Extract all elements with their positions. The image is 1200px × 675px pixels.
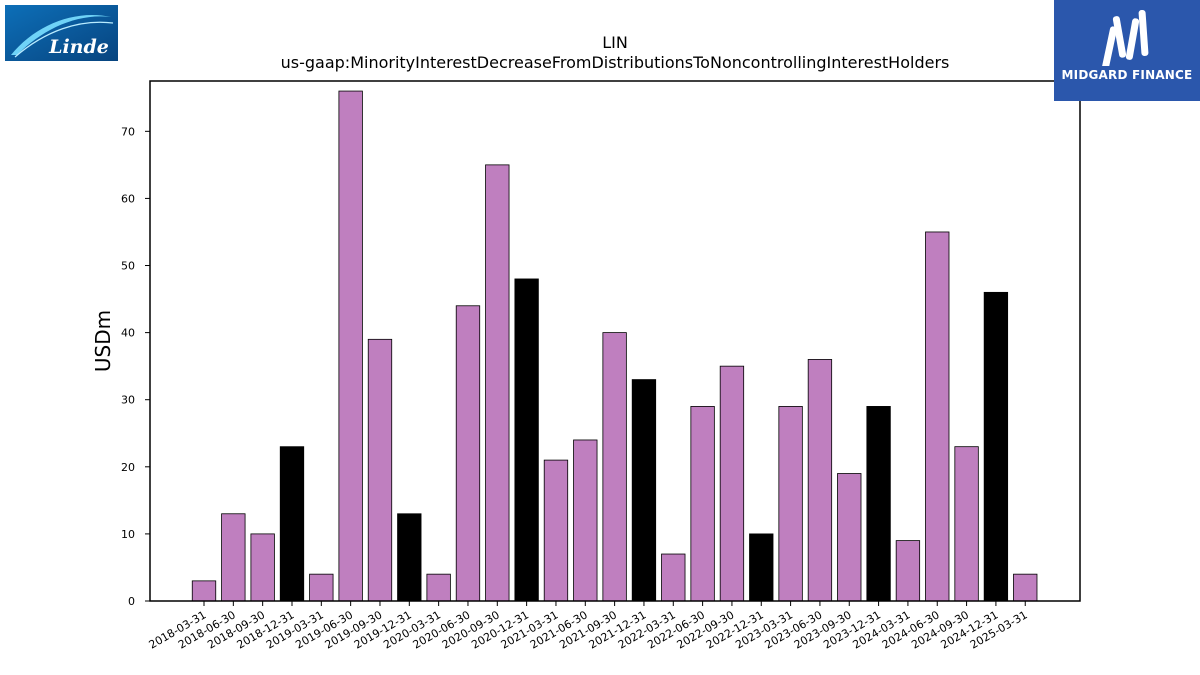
bar-2020-03-31 xyxy=(426,573,451,602)
y-tick-label: 10 xyxy=(121,528,135,541)
bar-2018-06-30 xyxy=(221,513,246,602)
bar-2018-03-31 xyxy=(191,580,217,602)
chart-title: LIN xyxy=(602,33,628,52)
bar-2018-12-31 xyxy=(279,446,305,602)
bar-2024-12-31 xyxy=(983,291,1009,602)
y-tick-label: 20 xyxy=(121,461,135,474)
midgard-logo-mark xyxy=(1102,9,1149,66)
y-tick-label: 50 xyxy=(121,260,135,273)
bar-2023-03-31 xyxy=(778,406,803,602)
plot-frame xyxy=(149,80,1081,602)
bar-2020-09-30 xyxy=(485,164,510,602)
y-axis-label: USDm xyxy=(91,310,115,372)
y-tick-label: 60 xyxy=(121,192,135,205)
x-axis-ticks: 2018-03-312018-06-302018-09-302018-12-31… xyxy=(147,601,1030,652)
bar-2020-06-30 xyxy=(455,305,481,602)
bars-group xyxy=(191,90,1038,602)
bar-2019-03-31 xyxy=(309,573,334,602)
bar-2023-06-30 xyxy=(807,359,833,602)
bar-2021-09-30 xyxy=(602,332,627,602)
bar-2024-06-30 xyxy=(925,231,950,602)
bar-2019-12-31 xyxy=(397,513,422,602)
bar-2022-12-31 xyxy=(749,533,774,602)
bar-2018-09-30 xyxy=(250,533,275,602)
bar-2019-09-30 xyxy=(367,338,393,602)
chart-subtitle: us-gaap:MinorityInterestDecreaseFromDist… xyxy=(281,53,950,72)
bar-2024-03-31 xyxy=(895,540,921,602)
midgard-finance-logo: MIDGARD FINANCE xyxy=(1054,0,1200,101)
bar-2023-12-31 xyxy=(866,406,891,602)
bar-2021-06-30 xyxy=(573,439,598,602)
linde-logo: Linde xyxy=(5,5,118,61)
bar-2022-03-31 xyxy=(661,553,686,602)
bar-2021-12-31 xyxy=(631,379,657,602)
bar-2019-06-30 xyxy=(338,90,363,602)
bar-2022-09-30 xyxy=(719,365,745,602)
y-axis-ticks: 0 10 20 30 40 50 60 70 xyxy=(121,125,150,608)
y-tick-label: 70 xyxy=(121,125,135,138)
bar-2025-03-31 xyxy=(1013,573,1038,602)
bar-2020-12-31 xyxy=(514,278,539,602)
linde-wordmark: Linde xyxy=(48,36,109,58)
y-tick-label: 0 xyxy=(128,595,135,608)
y-tick-label: 40 xyxy=(121,327,135,340)
bar-2021-03-31 xyxy=(543,459,569,602)
linde-logo-graphic: Linde xyxy=(5,5,118,61)
bar-2022-06-30 xyxy=(690,406,715,602)
bar-2024-09-30 xyxy=(954,446,979,602)
y-tick-label: 30 xyxy=(121,394,135,407)
midgard-wordmark: MIDGARD FINANCE xyxy=(1061,68,1193,82)
bar-2023-09-30 xyxy=(837,473,862,602)
